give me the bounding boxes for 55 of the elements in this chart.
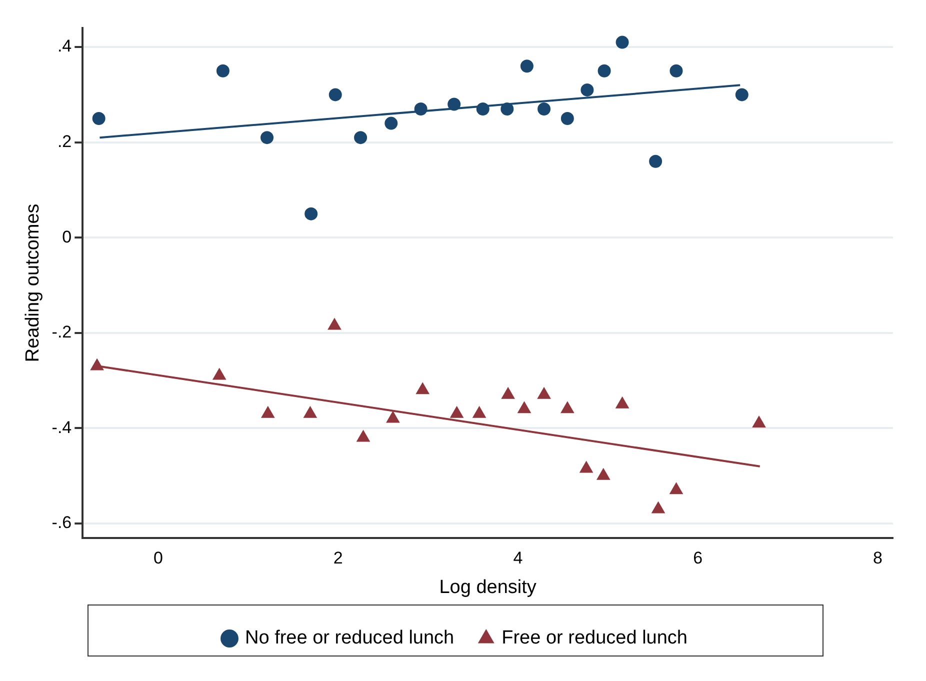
point	[735, 88, 748, 102]
point	[92, 112, 106, 126]
x-tick-label: 4	[513, 548, 523, 568]
point	[328, 88, 342, 102]
point	[501, 387, 515, 399]
point	[261, 406, 274, 418]
point	[384, 116, 398, 130]
y-axis-title: Reading outcomes	[22, 204, 44, 362]
point	[518, 402, 531, 414]
point	[580, 461, 593, 473]
point	[354, 131, 368, 144]
point	[670, 482, 683, 494]
point	[356, 430, 370, 442]
point	[598, 64, 611, 78]
y-tick-label: -.6	[52, 513, 72, 532]
point	[500, 102, 514, 116]
y-tick-label: -.4	[52, 418, 72, 437]
point	[472, 406, 486, 418]
point	[670, 64, 683, 78]
point	[260, 131, 274, 144]
point	[212, 368, 226, 380]
x-tick-label: 0	[153, 548, 163, 568]
x-axis-title: Log density	[439, 576, 537, 598]
point	[580, 83, 594, 96]
point	[752, 416, 766, 428]
point	[616, 396, 629, 408]
point	[538, 102, 551, 116]
point	[448, 98, 461, 111]
y-tick-label: .4	[57, 36, 72, 56]
point	[560, 112, 574, 126]
point	[90, 358, 104, 370]
point	[537, 387, 551, 399]
point	[520, 60, 534, 73]
point	[416, 382, 430, 394]
point	[216, 64, 230, 78]
point	[304, 406, 317, 418]
point	[414, 102, 428, 116]
point	[476, 102, 490, 116]
x-tick-label: 2	[333, 548, 343, 568]
x-tick-label: 8	[872, 548, 882, 568]
y-tick-label: .2	[57, 132, 72, 152]
legend-label: No free or reduced lunch	[245, 628, 454, 649]
point	[616, 36, 629, 49]
point	[386, 411, 400, 423]
y-tick-label: 0	[62, 227, 72, 246]
point	[649, 154, 662, 168]
x-tick-label: 6	[693, 548, 703, 568]
point	[560, 402, 574, 414]
point	[304, 207, 318, 220]
point	[328, 318, 342, 330]
point	[652, 502, 665, 514]
point	[450, 406, 464, 418]
y-tick-label: -.2	[52, 322, 72, 342]
point	[596, 468, 610, 480]
legend-label: Free or reduced lunch	[502, 628, 688, 649]
